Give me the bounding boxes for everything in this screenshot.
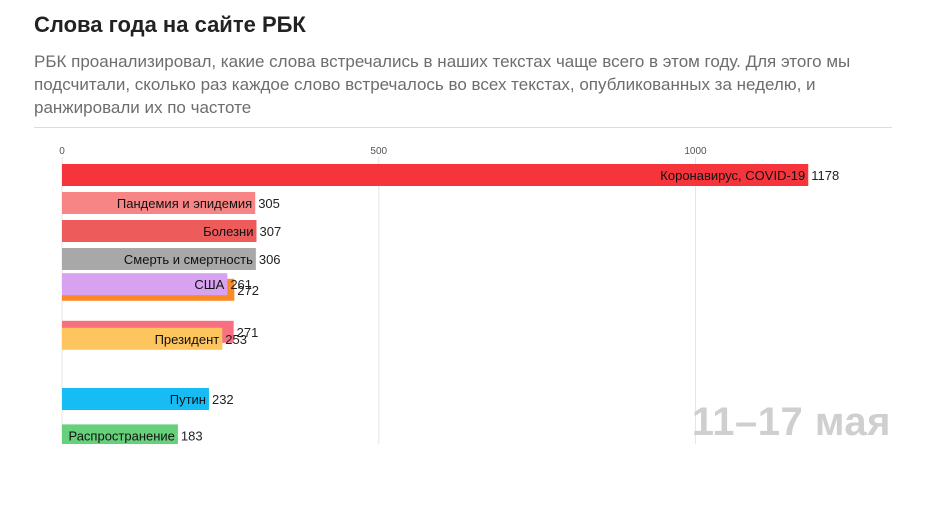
bar-value-label: 307 — [259, 224, 281, 239]
bar-label: Смерть и смертность — [124, 252, 253, 267]
bar — [62, 327, 223, 350]
chart-title: Слова года на сайте РБК — [34, 12, 306, 37]
bar-label: Путин — [170, 392, 206, 407]
bar-value-label: 183 — [181, 428, 203, 443]
bar — [62, 248, 256, 270]
x-tick-label: 0 — [59, 146, 65, 157]
bar — [62, 388, 209, 410]
divider — [34, 127, 892, 128]
bar — [62, 192, 256, 214]
bar-label: Пандемия и эпидемия — [117, 196, 252, 211]
bar-label: Президент — [155, 332, 220, 347]
bar-value-label: 305 — [258, 196, 280, 211]
bar-value-label: 306 — [259, 252, 281, 267]
bar-group: Распространение 183 — [62, 424, 203, 444]
bar-label: США — [194, 277, 224, 292]
bar-value-label: 1178 — [811, 168, 839, 183]
bar-value-label: 271 — [237, 325, 259, 340]
x-tick-label: 1000 — [684, 146, 707, 157]
bar-group: Смерть и смертность 306 — [62, 248, 281, 270]
x-tick-label: 500 — [370, 146, 387, 157]
bar-group: Коронавирус, COVID-19 1178 — [62, 164, 839, 186]
bar-value-label: 261 — [230, 277, 252, 292]
bar-value-label: 232 — [212, 392, 234, 407]
bar-group: США 261 — [62, 273, 252, 296]
bar — [62, 424, 178, 444]
chart-subtitle: РБК проанализировал, какие слова встреча… — [34, 52, 851, 117]
bar-label: Распространение — [68, 428, 174, 443]
bar — [62, 220, 257, 242]
bar-value-label: 253 — [225, 332, 247, 347]
bar-label: Болезни — [203, 224, 253, 239]
bar — [62, 164, 809, 186]
bar-label: Коронавирус, COVID-19 — [660, 168, 805, 183]
bar-value-label: 272 — [237, 283, 259, 298]
bar-group: Болезни 307 — [62, 220, 281, 242]
period-label: 11–17 мая — [691, 400, 891, 444]
bar-group: Путин 232 — [62, 388, 234, 410]
bar-group: Президент 253 — [62, 327, 247, 350]
bar — [62, 273, 228, 296]
bar-group: Пандемия и эпидемия 305 — [62, 192, 280, 214]
